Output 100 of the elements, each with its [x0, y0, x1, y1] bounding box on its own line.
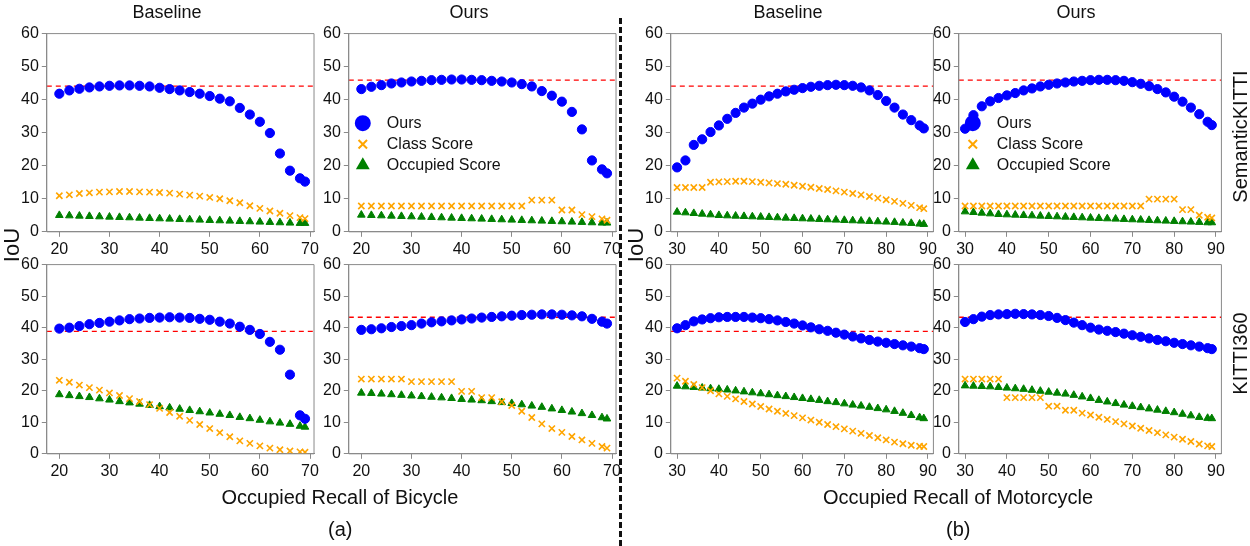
x-tick-label: 50: [751, 461, 770, 479]
y-tick-label: 40: [21, 90, 39, 108]
y-tick-label: 30: [933, 123, 951, 141]
text: SemanticKITTI: [1228, 69, 1250, 203]
x-tick-label: 90: [919, 461, 937, 479]
x-tick-label: 80: [877, 461, 896, 479]
y-tick-label: 10: [21, 412, 39, 430]
x-tick-label: 80: [1165, 461, 1184, 479]
y-tick-label: 20: [933, 381, 951, 399]
y-tick-label: 50: [933, 57, 951, 75]
x-tick-label: 20: [50, 239, 69, 257]
x-axis-title: Occupied Recall of Motorcycle: [823, 486, 1094, 509]
y-tick-label: 30: [933, 349, 951, 367]
y-tick-label: 50: [323, 286, 341, 304]
y-tick-label: 0: [331, 444, 341, 462]
x-tick-label: 30: [956, 461, 975, 479]
y-tick-label: 60: [933, 24, 951, 42]
legend-label: Class Score: [386, 134, 474, 152]
y-tick-label: 20: [645, 156, 663, 174]
y-tick-label: 40: [21, 318, 39, 336]
y-tick-label: 20: [323, 156, 341, 174]
chart-title: Baseline: [132, 1, 202, 22]
x-tick-label: 70: [835, 239, 854, 257]
y-tick-label: 30: [645, 123, 663, 141]
chart-title: Ours: [1056, 1, 1096, 22]
x-tick-label: 40: [709, 461, 728, 479]
x-tick-label: 90: [1207, 239, 1225, 257]
x-tick-label: 30: [668, 461, 687, 479]
x-tick-label: 60: [250, 461, 269, 479]
y-tick-label: 20: [21, 381, 39, 399]
y-tick-label: 20: [933, 156, 951, 174]
chart-title: Baseline: [753, 1, 823, 22]
x-tick-label: 40: [452, 239, 471, 257]
y-tick-label: 60: [323, 255, 341, 273]
y-tick-label: 40: [323, 318, 341, 336]
y-tick-label: 30: [21, 123, 39, 141]
y-tick-label: 30: [323, 123, 341, 141]
y-tick-label: 0: [29, 222, 39, 240]
x-tick-label: 40: [997, 239, 1016, 257]
y-tick-label: 40: [933, 90, 951, 108]
x-tick-label: 40: [150, 239, 169, 257]
y-tick-label: 0: [653, 222, 663, 240]
y-tick-label: 0: [941, 222, 951, 240]
y-tick-label: 50: [645, 57, 663, 75]
x-tick-label: 50: [1039, 239, 1058, 257]
y-tick-label: 50: [933, 286, 951, 304]
y-tick-label: 30: [323, 349, 341, 367]
x-tick-label: 50: [502, 239, 521, 257]
x-tick-label: 60: [552, 461, 571, 479]
x-tick-label: 40: [997, 461, 1016, 479]
y-tick-label: 10: [645, 412, 663, 430]
x-tick-label: 90: [919, 239, 937, 257]
x-tick-label: 30: [100, 461, 119, 479]
legend-label: Class Score: [996, 134, 1084, 152]
y-tick-label: 40: [645, 318, 663, 336]
y-tick-label: 0: [653, 444, 663, 462]
y-tick-label: 50: [21, 57, 39, 75]
y-tick-label: 0: [331, 222, 341, 240]
x-tick-label: 80: [1165, 239, 1184, 257]
y-tick-label: 20: [21, 156, 39, 174]
chart-title: Ours: [449, 1, 489, 22]
x-tick-label: 70: [835, 461, 854, 479]
y-tick-label: 20: [323, 381, 341, 399]
y-tick-label: 60: [323, 24, 341, 42]
y-tick-label: 60: [933, 255, 951, 273]
x-tick-label: 60: [250, 239, 269, 257]
text: (a): [328, 518, 353, 541]
legend-label: Ours: [996, 113, 1032, 131]
y-tick-label: 10: [323, 189, 341, 207]
y-tick-label: 10: [323, 412, 341, 430]
y-tick-label: 50: [645, 286, 663, 304]
x-tick-label: 30: [668, 239, 687, 257]
x-tick-label: 40: [150, 461, 169, 479]
x-tick-label: 70: [301, 461, 320, 479]
x-tick-label: 50: [751, 239, 770, 257]
x-tick-label: 50: [200, 461, 219, 479]
y-tick-label: 50: [323, 57, 341, 75]
x-tick-label: 50: [1039, 461, 1058, 479]
y-tick-label: 10: [21, 189, 39, 207]
y-tick-label: 30: [21, 349, 39, 367]
y-tick-label: 10: [645, 189, 663, 207]
x-tick-label: 30: [100, 239, 119, 257]
x-tick-label: 40: [709, 239, 728, 257]
y-tick-label: 0: [29, 444, 39, 462]
x-tick-label: 20: [352, 239, 371, 257]
y-tick-label: 10: [933, 412, 951, 430]
x-tick-label: 50: [200, 239, 219, 257]
x-axis-title: Occupied Recall of Bicycle: [221, 486, 459, 509]
text: (b): [946, 518, 971, 541]
legend-label: Occupied Score: [996, 155, 1111, 173]
x-tick-label: 30: [956, 239, 975, 257]
x-tick-label: 20: [352, 461, 371, 479]
x-tick-label: 70: [301, 239, 320, 257]
text: KITTI360: [1228, 311, 1250, 395]
x-tick-label: 70: [1123, 461, 1142, 479]
y-tick-label: 60: [21, 24, 39, 42]
x-tick-label: 30: [402, 461, 421, 479]
x-tick-label: 60: [793, 239, 812, 257]
x-tick-label: 90: [1207, 461, 1225, 479]
legend-label: Occupied Score: [386, 155, 501, 173]
